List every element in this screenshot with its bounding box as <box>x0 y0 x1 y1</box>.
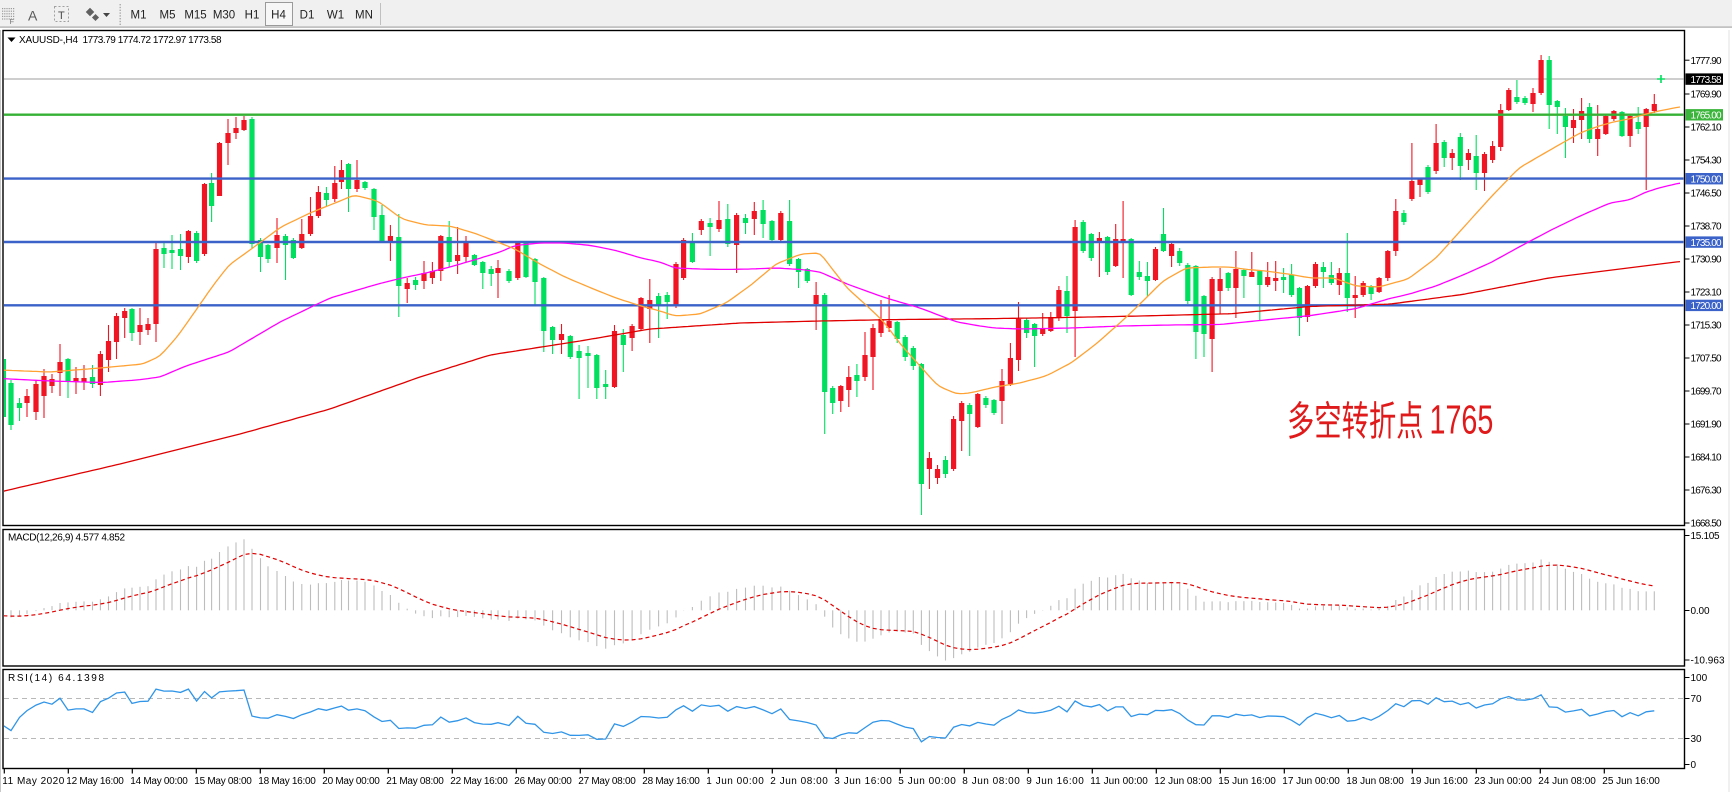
svg-text:70: 70 <box>1691 694 1703 705</box>
svg-text:RSI(14) 64.1398: RSI(14) 64.1398 <box>8 673 104 684</box>
svg-text:17 Jun 00:00: 17 Jun 00:00 <box>1282 776 1340 787</box>
svg-text:A: A <box>28 8 38 24</box>
svg-text:15 May 08:00: 15 May 08:00 <box>194 776 252 787</box>
svg-text:5 Jun 00:00: 5 Jun 00:00 <box>898 776 956 787</box>
svg-text:15.105: 15.105 <box>1691 531 1720 542</box>
svg-text:11 Jun 00:00: 11 Jun 00:00 <box>1090 776 1148 787</box>
svg-text:2 Jun 08:00: 2 Jun 08:00 <box>770 776 828 787</box>
svg-text:18 Jun 08:00: 18 Jun 08:00 <box>1346 776 1404 787</box>
svg-text:1773.79 1774.72 1772.97 1773.5: 1773.79 1774.72 1772.97 1773.58 <box>83 35 222 46</box>
svg-text:18 May 16:00: 18 May 16:00 <box>258 776 316 787</box>
svg-text:M1: M1 <box>131 10 147 22</box>
svg-text:1773.58: 1773.58 <box>1691 75 1722 86</box>
svg-text:0.00: 0.00 <box>1691 606 1710 617</box>
svg-text:3 Jun 16:00: 3 Jun 16:00 <box>834 776 892 787</box>
svg-text:1777.90: 1777.90 <box>1691 56 1722 67</box>
svg-text:23 Jun 00:00: 23 Jun 00:00 <box>1474 776 1532 787</box>
svg-text:1762.10: 1762.10 <box>1691 123 1722 134</box>
svg-text:22 May 16:00: 22 May 16:00 <box>450 776 508 787</box>
svg-text:19 Jun 16:00: 19 Jun 16:00 <box>1410 776 1468 787</box>
svg-text:26 May 00:00: 26 May 00:00 <box>514 776 572 787</box>
svg-text:9 Jun 16:00: 9 Jun 16:00 <box>1026 776 1084 787</box>
svg-text:T: T <box>58 10 65 22</box>
svg-text:1707.50: 1707.50 <box>1691 354 1722 365</box>
svg-text:F: F <box>10 17 15 26</box>
svg-text:1765.00: 1765.00 <box>1691 111 1722 122</box>
svg-text:1723.10: 1723.10 <box>1691 288 1722 299</box>
svg-text:1684.10: 1684.10 <box>1691 453 1722 464</box>
svg-text:1676.30: 1676.30 <box>1691 486 1722 497</box>
svg-text:1769.90: 1769.90 <box>1691 90 1722 101</box>
svg-text:-10.963: -10.963 <box>1691 656 1725 667</box>
svg-text:21 May 08:00: 21 May 08:00 <box>386 776 444 787</box>
svg-text:1754.30: 1754.30 <box>1691 156 1722 167</box>
svg-text:1730.90: 1730.90 <box>1691 255 1722 266</box>
svg-text:1738.70: 1738.70 <box>1691 222 1722 233</box>
svg-text:27 May 08:00: 27 May 08:00 <box>578 776 636 787</box>
svg-text:20 May 00:00: 20 May 00:00 <box>322 776 380 787</box>
svg-text:D1: D1 <box>300 10 315 22</box>
svg-text:1668.50: 1668.50 <box>1691 519 1722 530</box>
svg-text:28 May 16:00: 28 May 16:00 <box>642 776 700 787</box>
svg-text:H4: H4 <box>271 10 286 22</box>
svg-text:MN: MN <box>355 10 373 22</box>
svg-text:12 May 16:00: 12 May 16:00 <box>66 776 124 787</box>
svg-text:12 Jun 08:00: 12 Jun 08:00 <box>1154 776 1212 787</box>
svg-text:11 May 2020: 11 May 2020 <box>2 776 64 787</box>
svg-text:1765: 1765 <box>1430 397 1494 442</box>
svg-text:1715.30: 1715.30 <box>1691 321 1722 332</box>
svg-text:M15: M15 <box>184 10 206 22</box>
svg-text:1 Jun 00:00: 1 Jun 00:00 <box>706 776 764 787</box>
svg-text:15 Jun 16:00: 15 Jun 16:00 <box>1218 776 1276 787</box>
svg-text:8 Jun 08:00: 8 Jun 08:00 <box>962 776 1020 787</box>
svg-text:MACD(12,26,9) 4.577 4.852: MACD(12,26,9) 4.577 4.852 <box>8 533 125 544</box>
svg-text:14 May 00:00: 14 May 00:00 <box>130 776 188 787</box>
svg-text:100: 100 <box>1691 673 1708 684</box>
svg-text:1735.00: 1735.00 <box>1691 238 1722 249</box>
svg-text:W1: W1 <box>327 10 344 22</box>
svg-text:25 Jun 16:00: 25 Jun 16:00 <box>1602 776 1660 787</box>
svg-text:24 Jun 08:00: 24 Jun 08:00 <box>1538 776 1596 787</box>
svg-text:1746.50: 1746.50 <box>1691 189 1722 200</box>
svg-text:0: 0 <box>1691 760 1697 771</box>
svg-text:1691.90: 1691.90 <box>1691 420 1722 431</box>
svg-text:1750.00: 1750.00 <box>1691 174 1722 185</box>
svg-text:1699.70: 1699.70 <box>1691 387 1722 398</box>
svg-text:M30: M30 <box>213 10 235 22</box>
svg-text:M5: M5 <box>160 10 176 22</box>
svg-text:XAUUSD-,H4: XAUUSD-,H4 <box>19 35 78 46</box>
svg-text:H1: H1 <box>245 10 260 22</box>
svg-text:30: 30 <box>1691 734 1703 745</box>
svg-text:1720.00: 1720.00 <box>1691 301 1722 312</box>
